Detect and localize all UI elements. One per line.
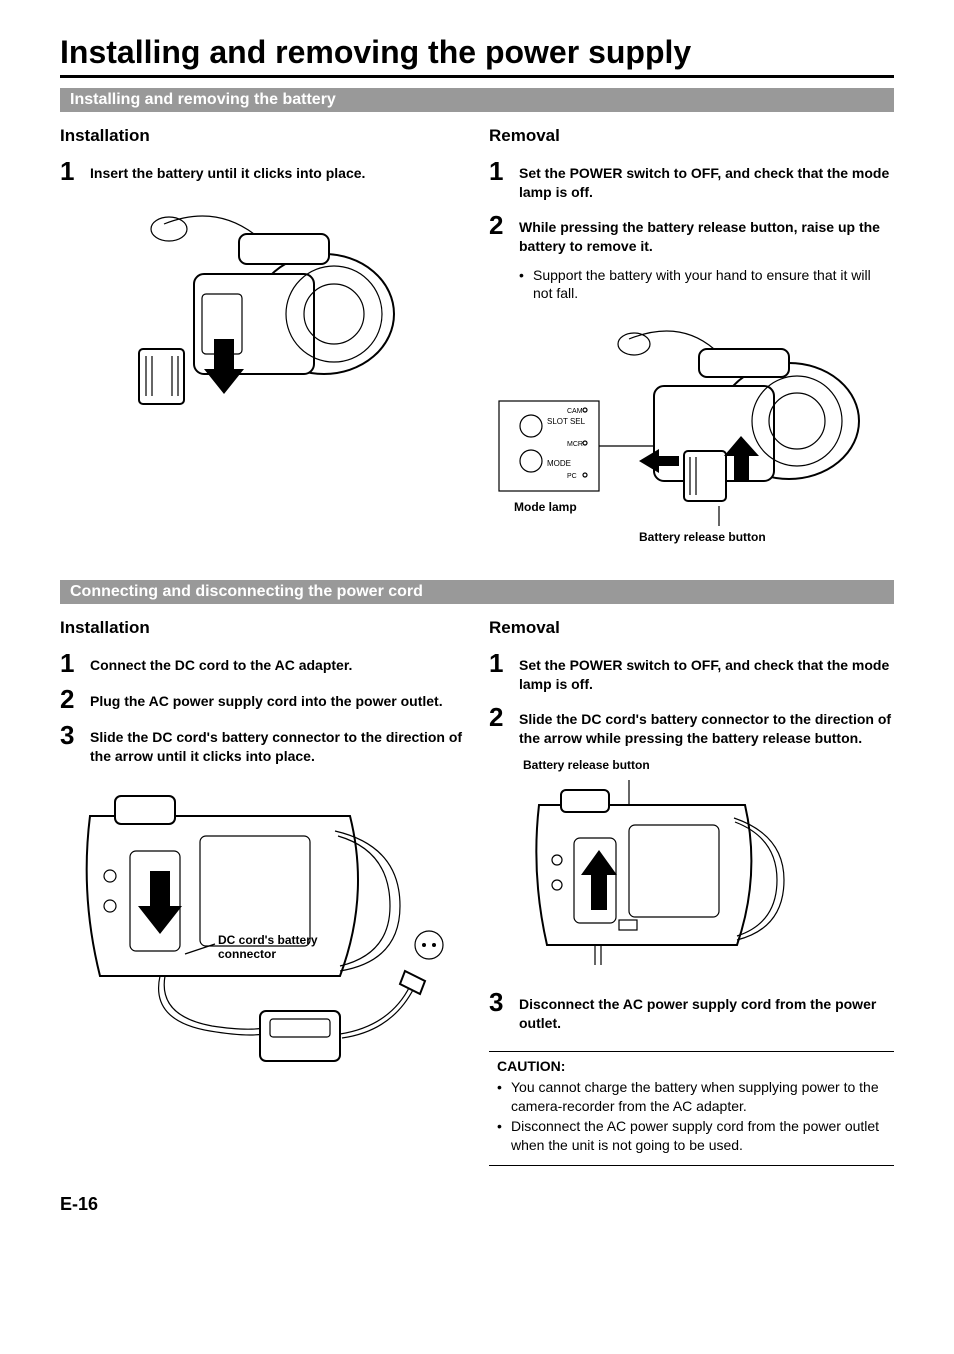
step-number: 1	[489, 158, 519, 184]
powercord-install-col: Installation 1 Connect the DC cord to th…	[60, 618, 465, 1166]
pc-label: PC	[567, 473, 577, 480]
step-text: Set the POWER switch to OFF, and check t…	[519, 158, 894, 202]
step-row: 2 While pressing the battery release but…	[489, 212, 894, 256]
battery-install-col: Installation 1 Insert the battery until …	[60, 126, 465, 570]
step-row: 3 Disconnect the AC power supply cord fr…	[489, 989, 894, 1033]
step-row: 1 Insert the battery until it clicks int…	[60, 158, 465, 184]
step-text: Connect the DC cord to the AC adapter.	[90, 650, 352, 675]
dc-connector-label2: connector	[218, 947, 276, 961]
page-number: E-16	[60, 1194, 894, 1215]
mcr-label: MCR	[567, 441, 583, 448]
removal-heading: Removal	[489, 618, 894, 638]
section-bar-powercord: Connecting and disconnecting the power c…	[60, 580, 894, 604]
caution-item: Disconnect the AC power supply cord from…	[497, 1117, 886, 1155]
step-number: 1	[60, 650, 90, 676]
step-text: Set the POWER switch to OFF, and check t…	[519, 650, 894, 694]
step-text: Disconnect the AC power supply cord from…	[519, 989, 894, 1033]
step-text: Plug the AC power supply cord into the p…	[90, 686, 443, 711]
caution-title: CAUTION:	[497, 1058, 886, 1074]
step-text: Slide the DC cord's battery connector to…	[519, 704, 894, 748]
step-row: 1 Set the POWER switch to OFF, and check…	[489, 650, 894, 694]
step-number: 2	[489, 212, 519, 238]
page-title: Installing and removing the power supply	[60, 34, 894, 78]
caution-box: CAUTION: You cannot charge the battery w…	[489, 1051, 894, 1167]
step-bullet: Support the battery with your hand to en…	[533, 266, 894, 304]
step-number: 2	[60, 686, 90, 712]
mode-lamp-label: Mode lamp	[514, 500, 577, 514]
step-row: 1 Set the POWER switch to OFF, and check…	[489, 158, 894, 202]
powercord-columns: Installation 1 Connect the DC cord to th…	[60, 618, 894, 1166]
cam-label: CAM	[567, 408, 583, 415]
step-row: 2 Slide the DC cord's battery connector …	[489, 704, 894, 748]
step-row: 3 Slide the DC cord's battery connector …	[60, 722, 465, 766]
battery-release-label: Battery release button	[523, 758, 894, 772]
mode-label: MODE	[547, 459, 571, 468]
battery-removal-col: Removal 1 Set the POWER switch to OFF, a…	[489, 126, 894, 570]
dc-connector-label: DC cord's battery	[218, 933, 318, 947]
step-text: Slide the DC cord's battery connector to…	[90, 722, 465, 766]
battery-release-label: Battery release button	[639, 530, 766, 544]
step-row: 2 Plug the AC power supply cord into the…	[60, 686, 465, 712]
step-number: 1	[489, 650, 519, 676]
powercord-removal-figure	[519, 780, 894, 975]
battery-columns: Installation 1 Insert the battery until …	[60, 126, 894, 570]
step-number: 3	[60, 722, 90, 748]
powercord-removal-col: Removal 1 Set the POWER switch to OFF, a…	[489, 618, 894, 1166]
caution-item: You cannot charge the battery when suppl…	[497, 1078, 886, 1116]
removal-heading: Removal	[489, 126, 894, 146]
powercord-install-figure: DC cord's battery connector	[60, 776, 465, 1081]
step-row: 1 Connect the DC cord to the AC adapter.	[60, 650, 465, 676]
step-number: 3	[489, 989, 519, 1015]
section-bar-battery: Installing and removing the battery	[60, 88, 894, 112]
slot-sel-label: SLOT SEL	[547, 417, 586, 426]
step-number: 2	[489, 704, 519, 730]
installation-heading: Installation	[60, 126, 465, 146]
battery-install-figure	[84, 194, 465, 429]
step-text: While pressing the battery release butto…	[519, 212, 894, 256]
step-number: 1	[60, 158, 90, 184]
installation-heading: Installation	[60, 618, 465, 638]
battery-removal-figure: SLOT SEL MODE CAM MCR PC Mode lamp	[489, 311, 894, 556]
step-text: Insert the battery until it clicks into …	[90, 158, 365, 183]
